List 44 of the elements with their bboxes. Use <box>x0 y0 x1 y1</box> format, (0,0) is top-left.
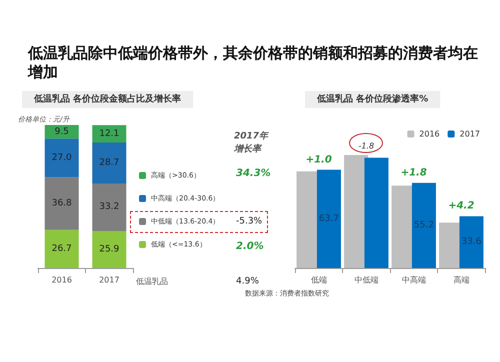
data-label: 27.0 <box>52 152 72 163</box>
text: 低温乳品除中低端价格带外，其余价格带的销额和招募的消费者均在增加 <box>28 44 478 82</box>
text: 34.3% <box>236 168 271 179</box>
chart-subtitle: 低温乳品 各价位段金额占比及增长率 <box>33 94 182 104</box>
x-tick-label: 中高端 <box>402 276 426 284</box>
data-label: 9.5 <box>54 126 69 137</box>
x-tick-label: 2017 <box>99 276 120 284</box>
bar <box>364 158 388 268</box>
text: 4.9% <box>236 276 260 286</box>
data-label: 33.2 <box>99 202 120 212</box>
data-label: 55.2 <box>414 220 434 230</box>
bar <box>316 170 341 268</box>
bar <box>92 183 126 231</box>
bar <box>412 182 436 268</box>
data-label: 28.7 <box>99 158 120 168</box>
data-label: 63.7 <box>318 214 339 224</box>
x-tick-label: 中低端 <box>354 276 378 284</box>
chart-title: 低温乳品 各价位段渗透率% <box>316 94 428 104</box>
bar <box>44 230 79 268</box>
legend-label: 2017 <box>460 130 480 138</box>
x-tick-label: 高端 <box>453 276 470 284</box>
annotation: +1.8 <box>400 167 427 178</box>
bar <box>92 230 126 268</box>
data-label: 25.9 <box>99 244 120 254</box>
data-label: 12.1 <box>99 128 120 139</box>
x-tick-label: 低端 <box>310 276 327 284</box>
annotation: +1.0 <box>306 154 332 166</box>
legend-label: 2016 <box>419 130 440 138</box>
bar <box>44 138 79 178</box>
bar <box>92 142 126 184</box>
bar <box>44 125 79 139</box>
bar <box>92 125 126 142</box>
annotation: -1.8 <box>358 142 374 150</box>
annotation: +4.2 <box>448 200 474 212</box>
text: 2.0% <box>236 241 264 252</box>
text: 2017年增长率 <box>233 130 270 154</box>
x-tick-label: 2016 <box>52 276 72 284</box>
text: -5.3% <box>236 216 263 226</box>
data-label: 33.6 <box>461 237 482 248</box>
data-label: 26.7 <box>52 244 72 254</box>
bar <box>459 216 484 268</box>
text: 低温乳品 <box>136 277 168 286</box>
bar <box>44 177 79 230</box>
data-label: 36.8 <box>52 198 72 209</box>
